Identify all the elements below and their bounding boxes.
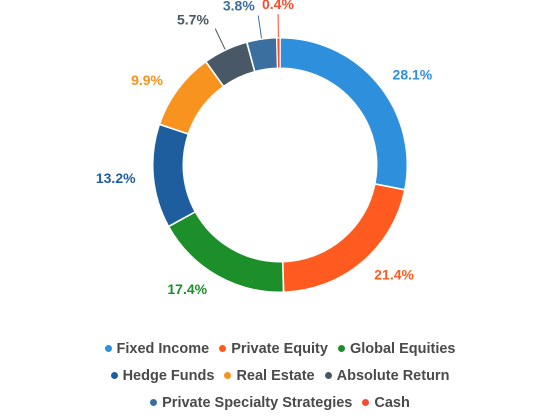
legend-row: Private Specialty Strategies Cash xyxy=(0,390,560,417)
chart-plot-area: 28.1% 21.4% 17.4% 13.2% 9.9% 5.7% 3.8% 0.4% xyxy=(96,0,433,297)
slice-real-estate[interactable] xyxy=(159,61,224,135)
slice-private-equity[interactable] xyxy=(282,183,406,293)
data-label-hedge-funds: 13.2% xyxy=(96,170,136,186)
data-label-private-equity: 21.4% xyxy=(374,266,414,282)
data-label-absolute-return: 5.7% xyxy=(177,12,209,28)
leader-line-private-specialty-strategies xyxy=(257,15,263,39)
legend-label-fixed-income: Fixed Income xyxy=(116,341,210,357)
legend-item-real-estate[interactable]: Real Estate xyxy=(224,363,315,390)
legend-item-private-specialty-strategies[interactable]: Private Specialty Strategies xyxy=(150,390,352,417)
legend-row: Hedge Funds Real Estate Absolute Return xyxy=(0,363,560,390)
legend: Fixed Income Private Equity Global Equit… xyxy=(0,336,560,417)
legend-label-absolute-return: Absolute Return xyxy=(336,368,450,384)
data-label-global-equities: 17.4% xyxy=(167,281,207,297)
data-label-real-estate: 9.9% xyxy=(131,72,163,88)
legend-item-fixed-income[interactable]: Fixed Income xyxy=(104,336,210,363)
legend-item-private-equity[interactable]: Private Equity xyxy=(219,336,328,363)
slice-global-equities[interactable] xyxy=(168,211,284,293)
leader-line-absolute-return xyxy=(214,28,226,50)
legend-dot-real-estate xyxy=(224,371,232,379)
legend-dot-private-specialty-strategies xyxy=(150,398,158,406)
data-label-cash: 0.4% xyxy=(262,0,294,12)
slice-hedge-funds[interactable] xyxy=(152,124,196,227)
legend-row: Fixed Income Private Equity Global Equit… xyxy=(0,336,560,363)
legend-dot-cash xyxy=(362,398,370,406)
legend-item-global-equities[interactable]: Global Equities xyxy=(337,336,456,363)
legend-dot-hedge-funds xyxy=(110,371,118,379)
slice-fixed-income[interactable] xyxy=(279,37,408,191)
legend-label-private-specialty-strategies: Private Specialty Strategies xyxy=(162,395,353,411)
legend-label-hedge-funds: Hedge Funds xyxy=(122,368,215,384)
legend-label-real-estate: Real Estate xyxy=(236,368,315,384)
legend-dot-absolute-return xyxy=(324,371,332,379)
legend-dot-private-equity xyxy=(219,344,227,352)
legend-label-private-equity: Private Equity xyxy=(231,341,328,357)
slice-absolute-return[interactable] xyxy=(205,41,256,87)
legend-dot-fixed-income xyxy=(104,344,112,352)
legend-item-absolute-return[interactable]: Absolute Return xyxy=(324,363,450,390)
legend-label-cash: Cash xyxy=(374,395,410,411)
data-label-fixed-income: 28.1% xyxy=(393,66,433,82)
legend-label-global-equities: Global Equities xyxy=(349,341,456,357)
legend-item-hedge-funds[interactable]: Hedge Funds xyxy=(110,363,215,390)
data-label-private-specialty-strategies: 3.8% xyxy=(223,0,255,14)
legend-item-cash[interactable]: Cash xyxy=(362,390,410,417)
slice-cash[interactable] xyxy=(276,37,281,69)
legend-dot-global-equities xyxy=(337,344,345,352)
